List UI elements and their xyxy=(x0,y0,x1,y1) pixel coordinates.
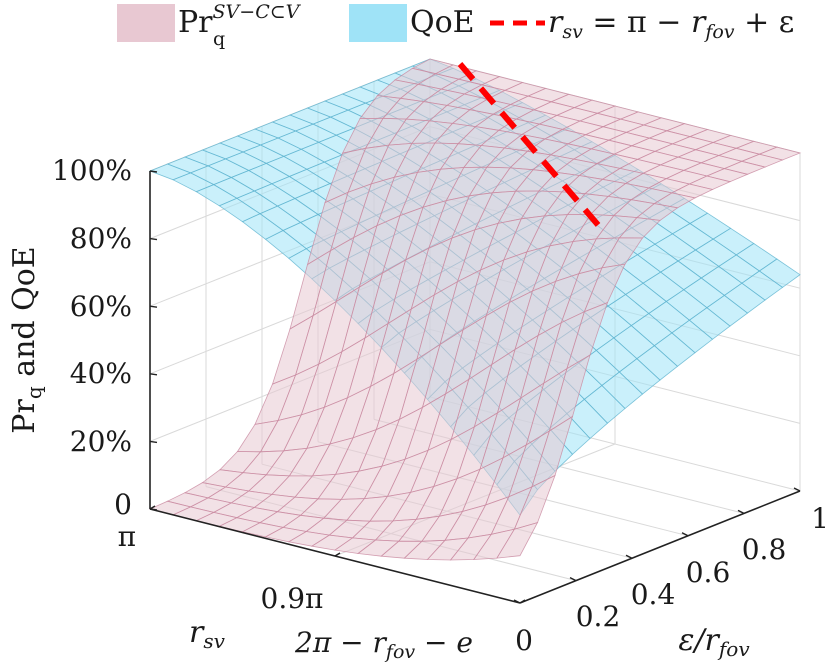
z-tick-label: 40% xyxy=(70,357,132,390)
ticks xyxy=(149,170,801,604)
z-tick-label: 80% xyxy=(70,222,132,255)
x-label-r: r xyxy=(189,615,205,650)
z-tick-mark xyxy=(149,305,158,308)
legend: PrSV−C⊂V q QoE rsv = π − rfov + ε xyxy=(117,1,794,50)
y-label-a: ε/r xyxy=(678,623,720,658)
z-tick-mark xyxy=(149,373,158,376)
legend-pr-sup: SV−C⊂V xyxy=(213,1,302,23)
legend-swatch-qoe xyxy=(349,4,407,42)
legend-label-qoe: QoE xyxy=(410,5,475,40)
leg-r2: r xyxy=(691,5,707,40)
z-tick-label: 60% xyxy=(70,290,132,323)
y-tick-mark xyxy=(569,576,577,582)
x-tick-mark xyxy=(519,599,526,604)
z-tick-mark xyxy=(149,440,158,444)
leg-fov: fov xyxy=(703,21,734,43)
z-tick-label: 100% xyxy=(52,154,132,187)
y-tick-mark xyxy=(793,487,801,492)
y-tick-label: 0 xyxy=(515,624,533,657)
legend-label-pr: PrSV−C⊂V xyxy=(178,1,302,40)
leg-plus: + ε xyxy=(735,5,795,40)
boundary-line xyxy=(457,62,608,235)
y-tick-label: 0.4 xyxy=(631,578,676,611)
x3-part-a: 2π − r xyxy=(294,626,387,659)
z-axis-label: Prq and QoE xyxy=(7,246,46,433)
x-axis-label: rsv xyxy=(189,615,226,653)
z-tick-mark xyxy=(149,237,158,241)
y-tick-label: 0.8 xyxy=(742,533,787,566)
z-tick-mark xyxy=(149,508,158,511)
z-tick-label: 20% xyxy=(70,425,132,458)
y-tick-mark xyxy=(513,599,521,604)
x3-part-b: − e xyxy=(415,626,473,659)
surfaces xyxy=(148,58,802,561)
z-label-rest: and QoE xyxy=(7,246,42,386)
leg-r: r xyxy=(548,5,564,40)
x-tick-mark xyxy=(149,505,156,510)
z-tick-mark xyxy=(149,170,158,173)
y-tick-label: 1 xyxy=(811,502,829,535)
x-label-sub: sv xyxy=(203,629,225,653)
leg-sv: sv xyxy=(562,21,583,43)
pr-surface-patch xyxy=(496,521,539,559)
y-axis-label: ε/rfov xyxy=(678,623,750,661)
y-label-sub: fov xyxy=(717,637,750,661)
leg-eq: = π − xyxy=(583,5,691,40)
pr-surface xyxy=(148,58,802,561)
x-tick-label: 0.9π xyxy=(261,582,324,615)
z-tick-label: 0 xyxy=(114,488,132,521)
y-axis-line xyxy=(519,490,801,604)
x-tick-label: π xyxy=(118,520,136,553)
legend-label-line: rsv = π − rfov + ε xyxy=(548,5,794,43)
y-tick-mark xyxy=(625,554,633,559)
y-tick-mark xyxy=(737,509,745,515)
z-label-sub: q xyxy=(22,386,46,399)
legend-pr-sub: q xyxy=(213,28,225,50)
z-label-pr: Pr xyxy=(7,399,42,434)
legend-pr-main: Pr xyxy=(178,5,213,40)
x-tick-mark xyxy=(334,552,341,557)
y-tick-label: 0.2 xyxy=(576,600,621,633)
legend-swatch-pr xyxy=(117,4,175,42)
x3-sub: fov xyxy=(384,641,415,663)
y-tick-mark xyxy=(681,532,689,537)
x-tick-label: 2π − rfov − e xyxy=(294,626,473,663)
y-tick-label: 0.6 xyxy=(686,556,731,589)
